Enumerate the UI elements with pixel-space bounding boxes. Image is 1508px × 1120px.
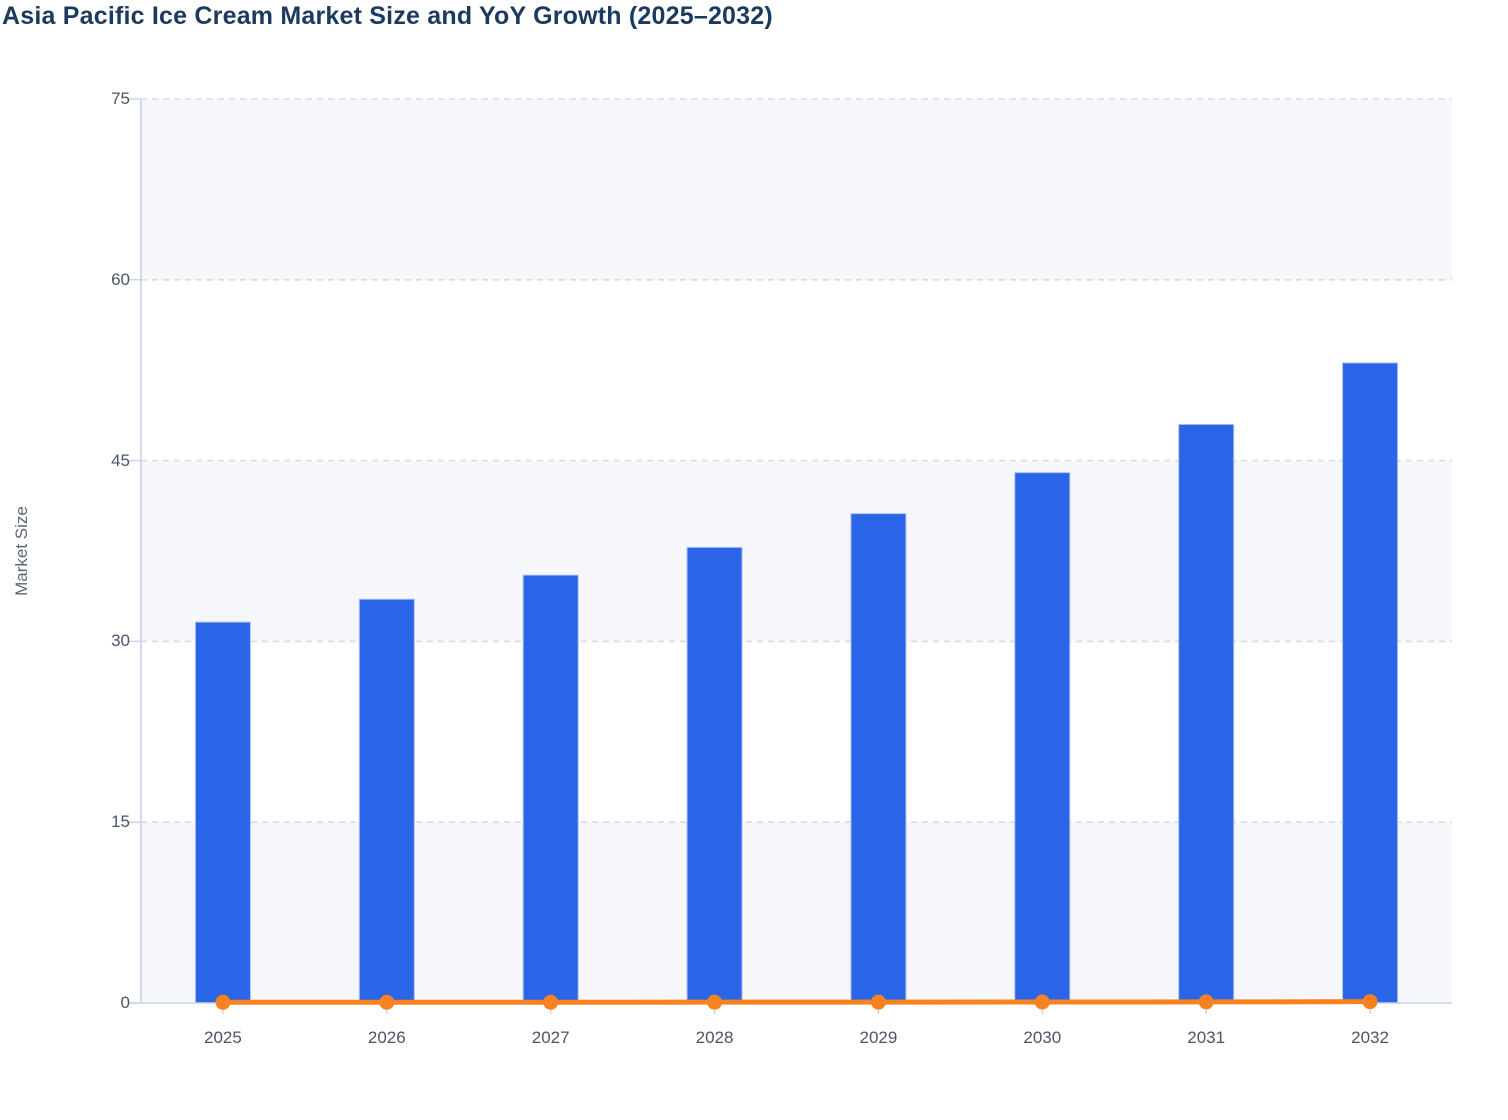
bar-2030[interactable] <box>1014 472 1071 1004</box>
yoy-marker-2026[interactable] <box>379 994 395 1010</box>
y-tick-label-0: 0 <box>120 993 130 1012</box>
x-tick-label-2030: 2030 <box>1023 1028 1062 1047</box>
chart-title: Asia Pacific Ice Cream Market Size and Y… <box>2 2 773 30</box>
yoy-marker-2031[interactable] <box>1198 994 1214 1010</box>
y-tick-label-15: 15 <box>111 812 130 832</box>
y-tick-label-45: 45 <box>111 450 130 470</box>
bar-2029[interactable] <box>850 513 907 1004</box>
yoy-marker-2028[interactable] <box>707 994 723 1010</box>
yoy-marker-2025[interactable] <box>215 994 231 1010</box>
y-tick-label-60: 60 <box>111 269 130 289</box>
yoy-marker-2030[interactable] <box>1034 994 1050 1010</box>
x-tick-label-2029: 2029 <box>859 1028 898 1047</box>
bar-2025[interactable] <box>194 621 251 1004</box>
bar-2032[interactable] <box>1342 362 1399 1004</box>
yoy-marker-2029[interactable] <box>870 994 886 1010</box>
yoy-marker-2027[interactable] <box>543 994 559 1010</box>
plot-band <box>141 460 1452 642</box>
bar-2031[interactable] <box>1178 423 1235 1004</box>
y-tick-label-30: 30 <box>111 631 130 651</box>
x-tick-label-2032: 2032 <box>1351 1028 1389 1047</box>
bar-2027[interactable] <box>522 574 579 1004</box>
bar-2026[interactable] <box>358 598 415 1004</box>
x-tick-label-2026: 2026 <box>367 1028 406 1047</box>
yoy-marker-2032[interactable] <box>1362 994 1378 1010</box>
x-tick-label-2028: 2028 <box>695 1028 734 1047</box>
x-tick-label-2027: 2027 <box>531 1028 570 1047</box>
plot-band <box>141 99 1452 280</box>
x-tick-label-2031: 2031 <box>1187 1028 1226 1047</box>
y-tick-label-75: 75 <box>111 89 130 108</box>
yoy-growth-line <box>220 999 1373 1005</box>
bar-2028[interactable] <box>686 546 743 1004</box>
plot-band <box>141 822 1452 1003</box>
x-tick-label-2025: 2025 <box>204 1028 242 1047</box>
